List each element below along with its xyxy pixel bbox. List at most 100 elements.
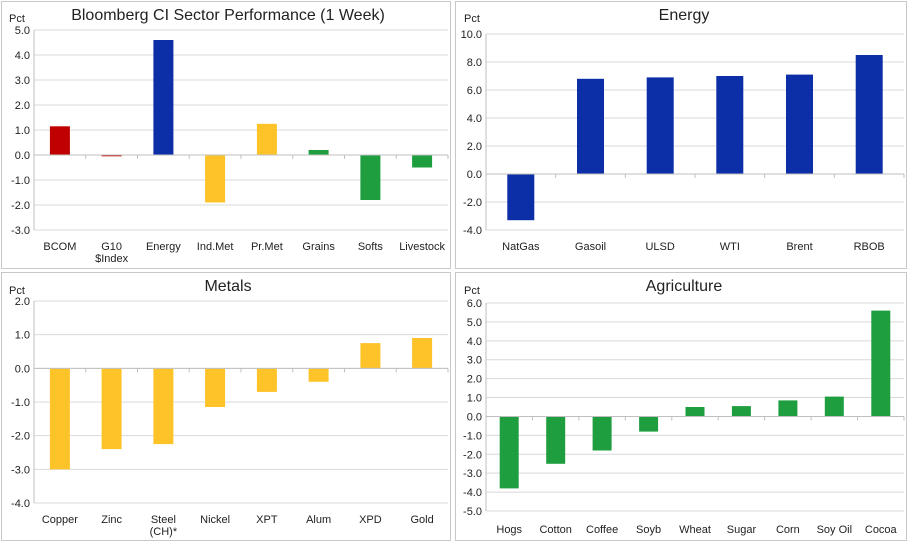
y-tick-label: 5.0 <box>467 317 482 329</box>
y-tick-label: 2.0 <box>15 100 30 112</box>
y-tick-label: -4.0 <box>463 487 482 499</box>
chart-title: Bloomberg CI Sector Performance (1 Week) <box>71 7 385 24</box>
bar <box>731 406 751 417</box>
category-label: Gold <box>411 514 434 526</box>
category-label: NatGas <box>502 241 540 253</box>
y-tick-label: -5.0 <box>463 506 482 518</box>
category-label: Softs <box>358 241 384 253</box>
bar <box>507 174 535 221</box>
y-tick-label: 0.0 <box>15 150 30 162</box>
y-tick-label: 10.0 <box>461 29 482 41</box>
y-tick-label: -3.0 <box>463 468 482 480</box>
y-tick-label: 0.0 <box>467 411 482 423</box>
category-label: WTI <box>720 241 740 253</box>
category-label: Cotton <box>539 524 571 536</box>
category-label: Brent <box>786 241 812 253</box>
category-label: Zinc <box>101 514 122 526</box>
bar <box>360 155 381 200</box>
category-label: Grains <box>302 241 335 253</box>
category-label: Gasoil <box>575 241 606 253</box>
category-label: Sugar <box>727 524 757 536</box>
y-tick-label: -3.0 <box>11 464 30 476</box>
bar <box>308 150 329 155</box>
category-label: Copper <box>42 514 78 526</box>
bar <box>778 400 798 417</box>
category-label: Ind.Met <box>197 241 234 253</box>
y-tick-label: 5.0 <box>15 25 30 37</box>
bar <box>205 155 226 203</box>
y-tick-label: 6.0 <box>467 298 482 310</box>
bar <box>855 55 883 174</box>
y-tick-label: -1.0 <box>463 430 482 442</box>
bar <box>153 368 174 445</box>
bar <box>49 126 70 156</box>
y-tick-label: 4.0 <box>15 50 30 62</box>
y-tick-label: 8.0 <box>467 57 482 69</box>
y-tick-label: 0.0 <box>467 169 482 181</box>
bar <box>685 407 705 417</box>
y-tick-label: -4.0 <box>11 498 30 510</box>
y-tick-label: -1.0 <box>11 175 30 187</box>
y-axis-unit-label: Pct <box>9 285 25 297</box>
category-label: Corn <box>776 524 800 536</box>
category-label: Livestock <box>399 241 445 253</box>
bar <box>786 74 813 174</box>
energy-panel: Energy Pct 10.0 8.0 6.0 4.0 2.0 0.0 -2.0 -4.0 NatG… <box>455 1 907 269</box>
category-label: Cocoa <box>865 524 898 536</box>
y-axis-unit-label: Pct <box>464 285 480 297</box>
sector-performance-chart: Bloomberg CI Sector Performance (1 Week)… <box>9 7 449 265</box>
bar <box>412 155 433 168</box>
y-tick-label: -2.0 <box>11 431 30 443</box>
bar <box>871 310 891 417</box>
chart-title: Metals <box>204 278 251 295</box>
y-tick-label: 1.0 <box>15 330 30 342</box>
bar <box>546 416 566 464</box>
category-label: Alum <box>306 514 331 526</box>
bar <box>412 338 433 369</box>
category-label: XPD <box>359 514 382 526</box>
category-label: RBOB <box>854 241 885 253</box>
category-label: ULSD <box>645 241 674 253</box>
y-tick-label: -4.0 <box>463 225 482 237</box>
y-tick-label: 4.0 <box>467 336 482 348</box>
sector-performance-panel: Bloomberg CI Sector Performance (1 Week)… <box>1 1 451 269</box>
category-label: Coffee <box>586 524 618 536</box>
y-tick-label: -2.0 <box>11 200 30 212</box>
bar <box>716 76 744 174</box>
y-tick-label: -2.0 <box>463 449 482 461</box>
bar <box>499 416 519 489</box>
bar <box>256 123 277 156</box>
category-label: Hogs <box>496 524 522 536</box>
y-tick-label: 6.0 <box>467 85 482 97</box>
y-tick-label: 2.0 <box>467 141 482 153</box>
y-axis-unit-label: Pct <box>464 13 480 25</box>
y-tick-label: -3.0 <box>11 225 30 237</box>
bar <box>646 77 674 174</box>
category-label: XPT <box>256 514 278 526</box>
category-label: Soyb <box>636 524 661 536</box>
category-label: Nickel <box>200 514 230 526</box>
chart-title: Energy <box>659 7 710 24</box>
y-tick-label: 3.0 <box>15 75 30 87</box>
category-label: Soy Oil <box>817 524 852 536</box>
metals-panel: Metals Pct 2.0 1.0 0.0 -1.0 -2.0 -3.0 -4.0 Copper… <box>1 272 451 541</box>
bar <box>101 155 122 157</box>
category-label: Steel (CH)* <box>150 514 178 538</box>
category-label: BCOM <box>43 241 76 253</box>
bar <box>360 343 381 369</box>
bar <box>49 368 70 470</box>
bar <box>577 78 604 174</box>
chart-title: Agriculture <box>646 278 723 295</box>
bar <box>639 416 659 432</box>
y-tick-label: 3.0 <box>467 355 482 367</box>
bar <box>308 368 329 382</box>
y-tick-label: 1.0 <box>15 125 30 137</box>
category-label: Pr.Met <box>251 241 283 253</box>
bar <box>101 368 122 450</box>
bar <box>153 40 174 155</box>
bar <box>205 368 226 407</box>
y-axis-unit-label: Pct <box>9 13 25 25</box>
bar <box>256 368 277 392</box>
